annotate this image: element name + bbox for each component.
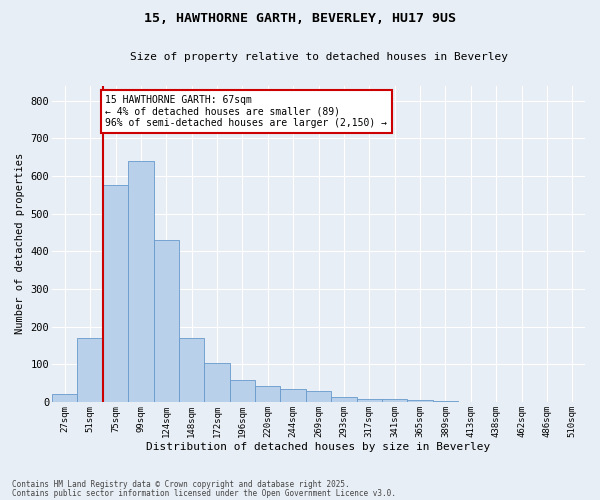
Bar bbox=[103, 186, 128, 402]
Bar bbox=[205, 364, 230, 402]
Bar bbox=[255, 386, 280, 402]
Bar bbox=[382, 399, 407, 402]
Bar bbox=[128, 161, 154, 402]
Bar bbox=[52, 394, 77, 402]
Bar bbox=[331, 396, 356, 402]
Text: 15 HAWTHORNE GARTH: 67sqm
← 4% of detached houses are smaller (89)
96% of semi-d: 15 HAWTHORNE GARTH: 67sqm ← 4% of detach… bbox=[106, 95, 388, 128]
Bar bbox=[77, 338, 103, 402]
Bar bbox=[433, 401, 458, 402]
Bar bbox=[306, 390, 331, 402]
Text: 15, HAWTHORNE GARTH, BEVERLEY, HU17 9US: 15, HAWTHORNE GARTH, BEVERLEY, HU17 9US bbox=[144, 12, 456, 26]
Bar bbox=[179, 338, 205, 402]
Bar bbox=[356, 399, 382, 402]
X-axis label: Distribution of detached houses by size in Beverley: Distribution of detached houses by size … bbox=[146, 442, 491, 452]
Bar bbox=[280, 390, 306, 402]
Bar bbox=[154, 240, 179, 402]
Y-axis label: Number of detached properties: Number of detached properties bbox=[15, 153, 25, 334]
Bar bbox=[407, 400, 433, 402]
Title: Size of property relative to detached houses in Beverley: Size of property relative to detached ho… bbox=[130, 52, 508, 62]
Text: Contains public sector information licensed under the Open Government Licence v3: Contains public sector information licen… bbox=[12, 488, 396, 498]
Bar bbox=[230, 380, 255, 402]
Text: Contains HM Land Registry data © Crown copyright and database right 2025.: Contains HM Land Registry data © Crown c… bbox=[12, 480, 350, 489]
